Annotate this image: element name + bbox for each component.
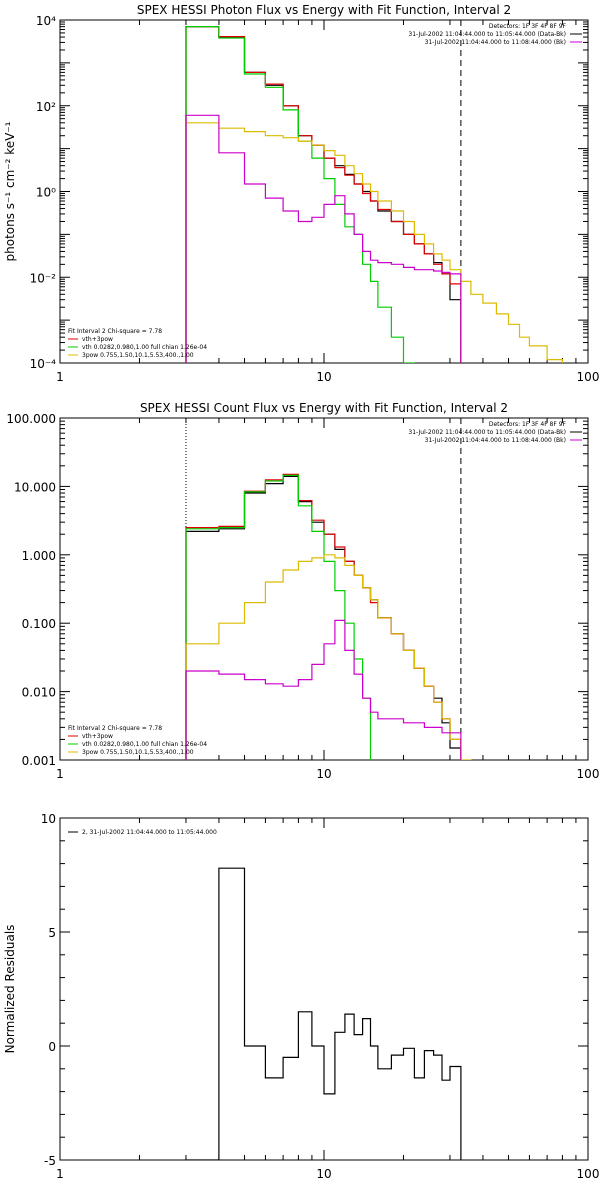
y-tick-label: 100.000	[6, 412, 56, 426]
y-tick-label: 10	[41, 812, 56, 826]
plot-frame	[59, 817, 589, 1161]
chart-title: SPEX HESSI Count Flux vs Energy with Fit…	[140, 401, 508, 415]
chart-title: SPEX HESSI Photon Flux vs Energy with Fi…	[137, 3, 511, 17]
series-line-3	[185, 26, 415, 363]
y-tick-label: 1.000	[22, 549, 56, 563]
x-tick-label: 10	[316, 1167, 331, 1181]
y-tick-label: 0.100	[22, 617, 56, 631]
x-tick-label: 10	[316, 370, 331, 384]
legend-text: 31-Jul-2002 11:04:44.000 to 11:05:44.000…	[408, 31, 566, 38]
chart-panel-2: SPEX HESSI Count Flux vs Energy with Fit…	[6, 401, 599, 781]
plot-area	[185, 867, 462, 1160]
y-tick-label: 10⁻⁴	[30, 357, 57, 371]
x-tick-label: 100	[577, 1167, 600, 1181]
series-line-5	[185, 114, 462, 363]
legend-text: vth+3pow	[82, 733, 113, 740]
y-tick-label: 10⁰	[36, 186, 56, 200]
legend-text: 31-Jul-2002 11:04:44.000 to 11:08:44.000…	[425, 437, 566, 444]
plot-area	[185, 20, 563, 363]
x-tick-label: 1	[56, 767, 64, 781]
series-line-1	[185, 26, 462, 363]
legend-text: 31-Jul-2002 11:04:44.000 to 11:08:44.000…	[425, 39, 566, 46]
legend-text: Detectors: 1F 3F 4F 8F 9F	[489, 23, 567, 30]
legend-text: vth+3pow	[82, 336, 113, 343]
x-tick-label: 100	[577, 767, 600, 781]
x-tick-label: 1	[56, 370, 64, 384]
x-tick-label: 10	[316, 767, 331, 781]
fit-title: Fit Interval 2 Chi-square = 7.78	[68, 725, 162, 732]
legend-text: 2, 31-Jul-2002 11:04:44.000 to 11:05:44.…	[82, 829, 217, 836]
legend-text: 31-Jul-2002 11:04:44.000 to 11:05:44.000…	[408, 429, 566, 436]
series-line-4	[185, 554, 472, 760]
plot-frame	[59, 417, 589, 761]
y-tick-label: 0	[48, 1040, 56, 1054]
y-tick-label: 0.010	[22, 686, 56, 700]
y-tick-label: 0.001	[22, 754, 56, 768]
y-tick-label: 10²	[36, 100, 56, 114]
series-line-5	[185, 619, 462, 760]
x-tick-label: 1	[56, 1167, 64, 1181]
y-axis-label: photons s⁻¹ cm⁻² keV⁻¹	[3, 121, 17, 261]
series-line-4	[185, 122, 563, 363]
chart-panel-3: 1 10 100 -5 0 5 10 Normalized Residuals 2, 31-Ju…	[3, 812, 599, 1181]
x-tick-label: 100	[577, 370, 600, 384]
legend-text: 3pow 0.755,1.50,10.1,5.53,400.,1.00	[82, 749, 194, 756]
legend-text: vth 0.0282,0.980,1.00 full chian 1.26e-0…	[82, 344, 207, 351]
y-tick-label: 5	[48, 926, 56, 940]
y-tick-label: -5	[44, 1154, 56, 1168]
plot-area	[185, 418, 472, 760]
chart-panel-1: SPEX HESSI Photon Flux vs Energy with Fi…	[3, 3, 599, 384]
y-axis-label: Normalized Residuals	[3, 925, 17, 1054]
series-line-1	[185, 867, 462, 1160]
y-tick-label: 10.000	[14, 480, 56, 494]
y-tick-label: 10⁴	[36, 14, 56, 28]
legend-text: vth 0.0282,0.980,1.00 full chian 1.26e-0…	[82, 741, 207, 748]
y-tick-label: 10⁻²	[30, 271, 57, 285]
fit-title: Fit Interval 2 Chi-square = 7.78	[68, 328, 162, 335]
legend-text: 3pow 0.755,1.50,10.1,5.53,400.,1.00	[82, 352, 194, 359]
series-line-2	[185, 473, 462, 760]
series-line-2	[185, 26, 462, 363]
legend-text: Detectors: 1F 3F 4F 8F 9F	[489, 421, 567, 428]
plot-frame	[59, 19, 589, 364]
